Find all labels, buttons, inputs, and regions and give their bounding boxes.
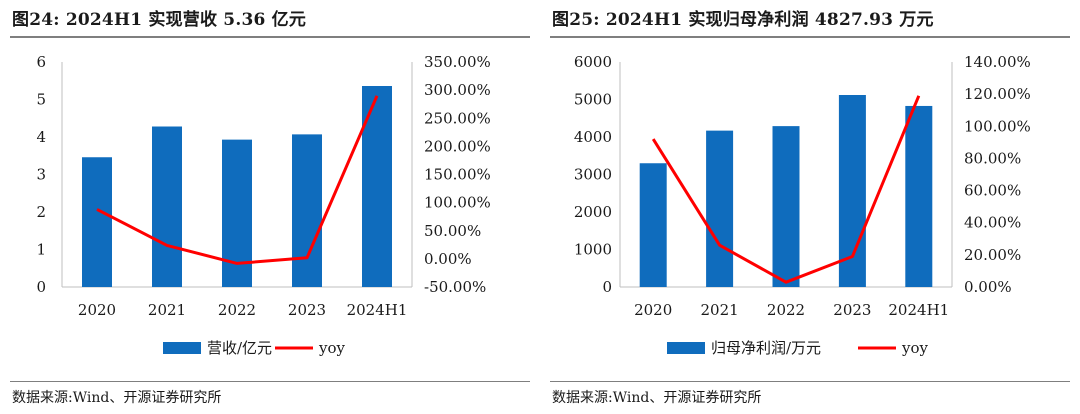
y2-tick-label: 300.00% [424,81,491,99]
x-tick-label: 2020 [78,301,116,319]
y2-tick-label: 140.00% [964,53,1031,71]
y2-tick-label: 100.00% [964,117,1031,135]
y-tick-label: 4 [36,128,46,146]
x-tick-label: 2022 [767,301,805,319]
y-tick-label: 3 [36,166,46,184]
y-tick-label: 5000 [574,91,612,109]
y-tick-label: 4000 [574,128,612,146]
y2-tick-label: 20.00% [964,246,1021,264]
legend-label: yoy [901,339,929,357]
bar [772,126,800,287]
title-rule [10,36,530,38]
x-tick-label: 2023 [288,301,326,319]
y2-tick-label: 40.00% [964,214,1021,232]
source-rule [550,381,1070,382]
figure-title: 图25: 2024H1 实现归母净利润 4827.93 万元 [552,10,934,30]
y2-tick-label: 200.00% [424,137,491,155]
y2-tick-label: 50.00% [424,222,481,240]
y-tick-label: 3000 [574,166,612,184]
bar [905,105,933,287]
legend-label: 归母净利润/万元 [711,339,821,357]
bar [152,126,182,287]
bar [292,134,322,287]
y2-tick-label: 0.00% [424,250,472,268]
y2-tick-label: -50.00% [424,278,486,296]
y-tick-label: 1000 [574,241,612,259]
bar [639,163,667,287]
bar [838,95,866,287]
y2-tick-label: 0.00% [964,278,1012,296]
legend-label: 营收/亿元 [207,339,272,357]
data-source: 数据来源:Wind、开源证券研究所 [12,390,222,406]
revenue-chart: 0 1 2 3 4 5 6 -50.00% 0.00% 50.00% 100.00% 150.00% 2… [36,53,491,357]
bar [706,130,734,287]
yoy-line [96,95,379,265]
bar [362,86,392,287]
y-tick-label: 2 [36,203,46,221]
y-tick-label: 2000 [574,203,612,221]
y-tick-label: 0 [36,278,46,296]
yoy-line [651,95,921,284]
net-profit-chart: 0 1000 2000 3000 4000 5000 6000 0.00% 20.00% 40.0… [574,53,1031,357]
y2-tick-label: 250.00% [424,109,491,127]
y2-tick-label: 80.00% [964,149,1021,167]
y2-tick-label: 350.00% [424,53,491,71]
chart-panel-revenue: 图24: 2024H1 实现营收 5.36 亿元 0 1 2 3 4 5 6 -50.00% 0… [10,0,540,414]
x-tick-label: 2022 [218,301,256,319]
title-rule [550,36,1070,38]
y-tick-label: 6 [36,53,46,71]
x-tick-label: 2024H1 [888,301,949,319]
y-tick-label: 1 [36,241,46,259]
x-tick-label: 2021 [148,301,186,319]
x-tick-label: 2020 [634,301,672,319]
legend-swatch-bar [667,342,705,354]
x-tick-label: 2024H1 [347,301,408,319]
y2-tick-label: 100.00% [424,194,491,212]
y-tick-label: 5 [36,91,46,109]
data-source: 数据来源:Wind、开源证券研究所 [552,390,762,406]
legend-swatch-bar [163,342,201,354]
y2-tick-label: 120.00% [964,85,1031,103]
bar [82,157,112,287]
figure-title: 图24: 2024H1 实现营收 5.36 亿元 [12,10,307,30]
legend-label: yoy [318,339,346,357]
source-rule [10,381,530,382]
x-tick-label: 2021 [701,301,739,319]
y-tick-label: 0 [602,278,612,296]
x-tick-label: 2023 [833,301,871,319]
y-tick-label: 6000 [574,53,612,71]
y2-tick-label: 150.00% [424,166,491,184]
chart-panel-net-profit: 图25: 2024H1 实现归母净利润 4827.93 万元 0 1000 2000… [550,0,1080,414]
y2-tick-label: 60.00% [964,182,1021,200]
